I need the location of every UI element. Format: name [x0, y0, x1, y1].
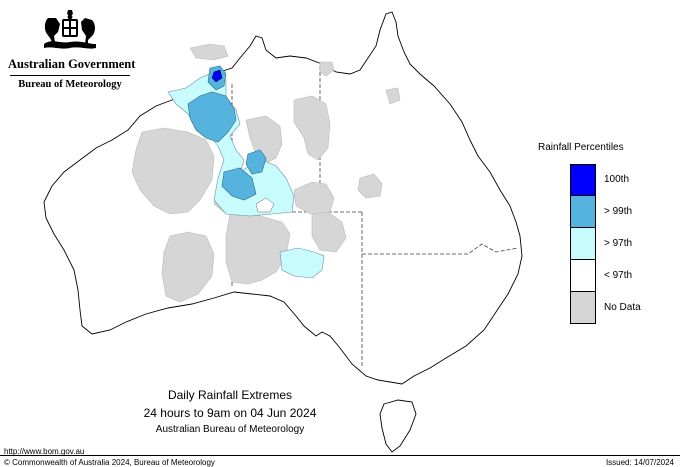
footer-issued-date: Issued: 14/07/2024: [605, 458, 674, 467]
legend-label: 100th: [604, 174, 630, 185]
branding-divider: [10, 75, 130, 76]
below-97th-pocket: [255, 197, 275, 213]
legend-item-no-data: No Data: [570, 292, 680, 324]
legend-item-99th: > 99th: [570, 196, 680, 228]
legend-swatch-97th: [570, 228, 596, 260]
government-name: Australian Government: [8, 57, 136, 71]
legend-label: > 99th: [604, 206, 633, 217]
legend-title: Rainfall Percentiles: [538, 142, 624, 153]
legend-swatch-99th: [570, 196, 596, 228]
legend-label: No Data: [604, 302, 641, 313]
percentile-100-region: [211, 69, 223, 83]
legend-item-100th: 100th: [570, 164, 680, 196]
legend-swatch-100th: [570, 164, 596, 196]
map-source: Australian Bureau of Meteorology: [155, 424, 305, 435]
legend-label: < 97th: [604, 270, 633, 281]
no-data-regions: [131, 43, 401, 303]
footer-url-link[interactable]: http://www.bom.gov.au: [4, 447, 85, 456]
legend-swatch-below-97th: [570, 260, 596, 292]
coat-of-arms-icon: [44, 10, 96, 49]
above-99th-regions: [187, 65, 267, 201]
legend: 100th > 99th > 97th < 97th No Data: [570, 164, 680, 324]
map-period: 24 hours to 9am on 04 Jun 2024: [143, 406, 317, 420]
legend-item-below-97th: < 97th: [570, 260, 680, 292]
bureau-name: Bureau of Meteorology: [18, 79, 122, 90]
footer-copyright: © Commonwealth of Australia 2024, Bureau…: [4, 458, 215, 467]
legend-swatch-no-data: [570, 292, 596, 324]
footer-divider: [0, 455, 680, 456]
legend-item-97th: > 97th: [570, 228, 680, 260]
map-title: Daily Rainfall Extremes: [167, 388, 293, 402]
government-branding: Australian Government Bureau of Meteorol…: [8, 8, 136, 90]
tasmania: [379, 399, 417, 453]
legend-label: > 97th: [604, 238, 633, 249]
